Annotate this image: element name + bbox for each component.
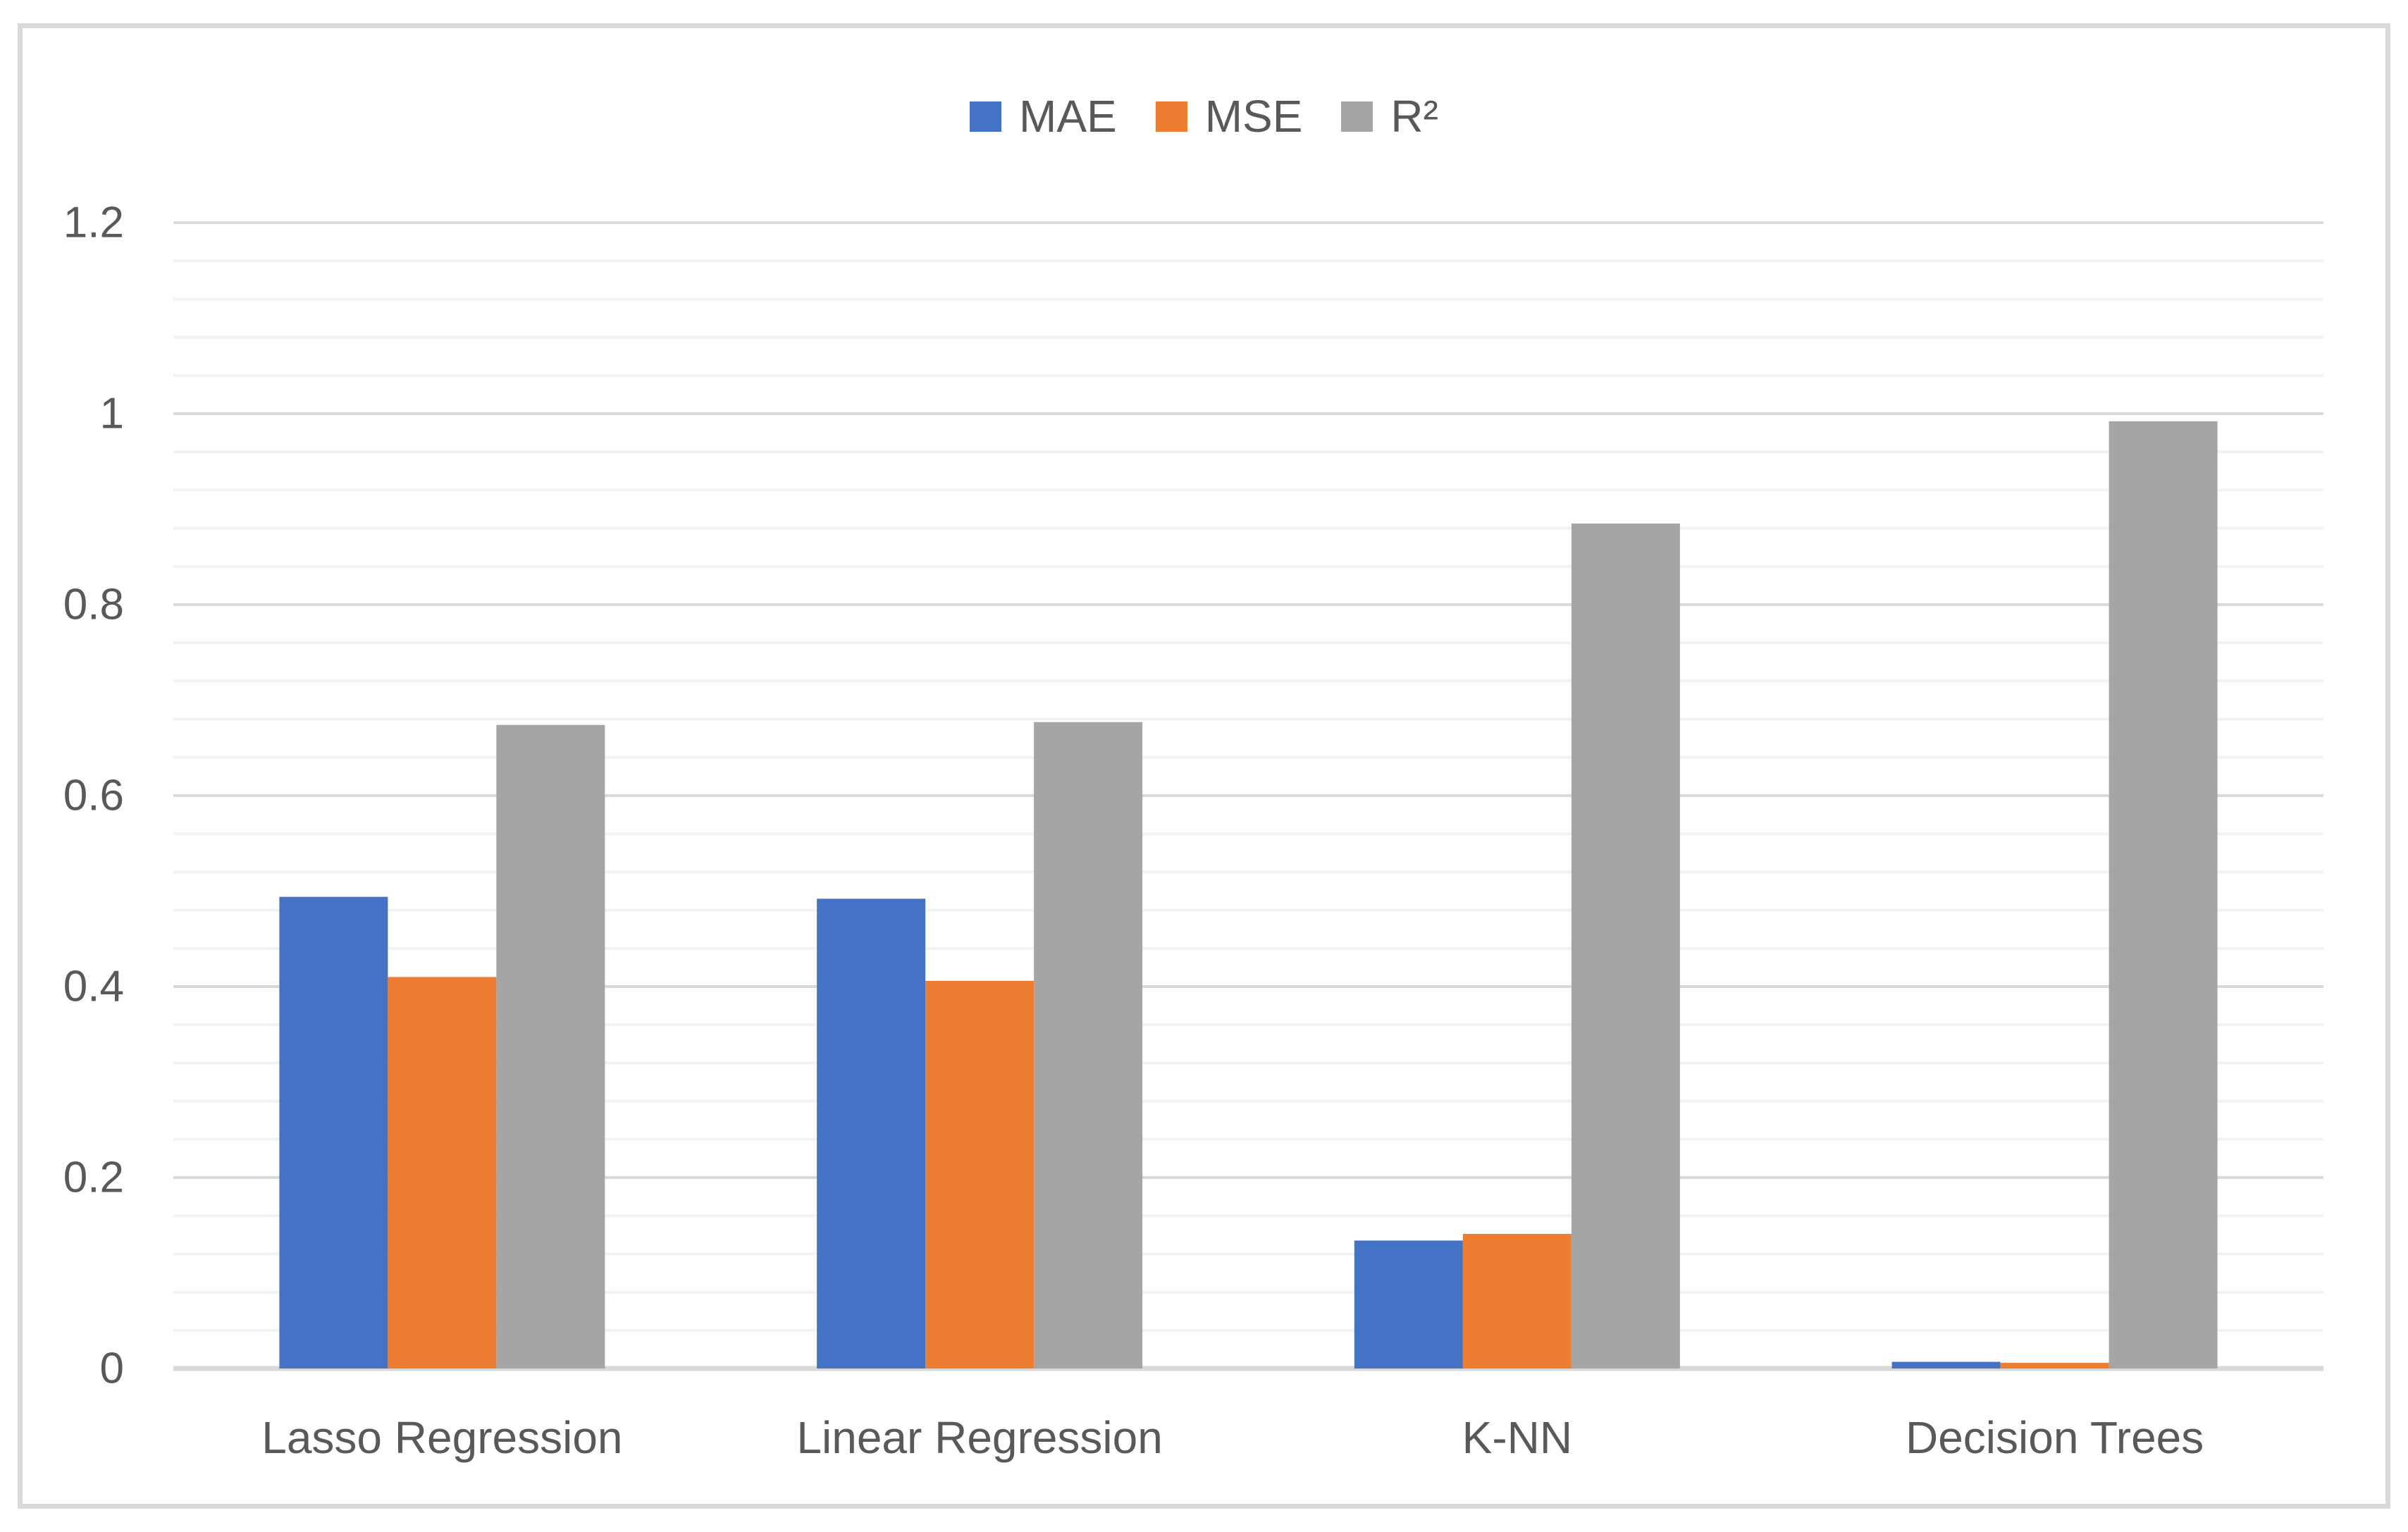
legend-swatch-r	[1341, 101, 1373, 132]
y-axis-tick-label: 0.8	[63, 581, 124, 629]
x-axis-category-label: K-NN	[1462, 1412, 1572, 1463]
bar-r-lasso-regression	[496, 724, 605, 1369]
bar-r-decision-trees	[2108, 421, 2218, 1369]
y-axis-tick-label: 1	[100, 390, 124, 438]
bar-mse-k-nn	[1462, 1233, 1572, 1369]
bar-mse-linear-regression	[925, 980, 1035, 1369]
bar-mse-decision-trees	[2000, 1362, 2109, 1369]
legend-label: R²	[1390, 91, 1438, 142]
legend-item-mae: MAE	[970, 94, 1117, 139]
bar-mae-linear-regression	[817, 898, 926, 1369]
y-axis-tick-label: 0.6	[63, 772, 124, 820]
legend-label: MAE	[1019, 91, 1117, 142]
x-axis-category-label: Decision Trees	[1906, 1412, 2204, 1463]
y-axis-tick-label: 0.2	[63, 1154, 124, 1202]
legend-item-mse: MSE	[1155, 91, 1303, 142]
y-axis-tick-label: 0	[100, 1345, 124, 1393]
bar-mae-k-nn	[1354, 1240, 1463, 1369]
chart-legend: MAE MSE R²	[0, 94, 2408, 139]
legend-swatch-mae	[970, 101, 1002, 132]
legend-item-r: R²	[1341, 94, 1438, 139]
bar-mae-decision-trees	[1891, 1361, 2001, 1369]
y-axis-tick-label: 0.4	[63, 963, 124, 1011]
bar-mae-lasso-regression	[279, 896, 388, 1369]
legend-swatch-mse	[1155, 101, 1187, 132]
legend-label: MSE	[1204, 91, 1303, 142]
x-axis-category-label: Lasso Regression	[261, 1412, 622, 1463]
bar-r-linear-regression	[1034, 722, 1143, 1369]
x-axis-category-label: Linear Regression	[796, 1412, 1162, 1463]
bar-mse-lasso-regression	[388, 977, 497, 1369]
y-axis-tick-label: 1.2	[63, 199, 124, 247]
bar-r-k-nn	[1571, 523, 1680, 1369]
